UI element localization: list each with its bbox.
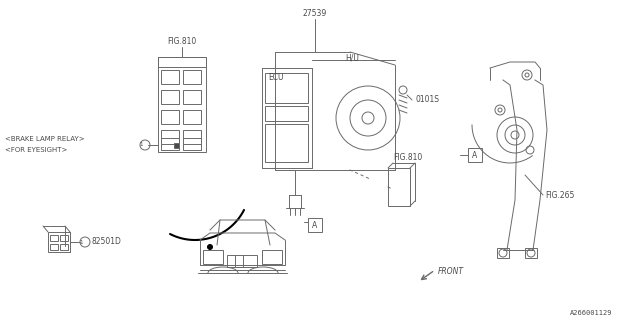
Bar <box>50 235 58 241</box>
Text: FIG.810: FIG.810 <box>168 37 196 46</box>
Text: FIG.265: FIG.265 <box>545 190 574 199</box>
Bar <box>161 90 179 104</box>
Bar <box>174 143 179 148</box>
Text: <FOR EYESIGHT>: <FOR EYESIGHT> <box>5 147 67 153</box>
Bar <box>48 232 70 252</box>
Bar <box>161 138 179 150</box>
Text: FIG.810: FIG.810 <box>393 154 422 163</box>
Bar <box>158 57 206 67</box>
Bar <box>265 124 308 162</box>
Bar <box>158 57 206 152</box>
Bar <box>50 244 58 250</box>
Text: <BRAKE LAMP RELAY>: <BRAKE LAMP RELAY> <box>5 136 84 142</box>
Text: A: A <box>312 220 317 229</box>
Text: H/U: H/U <box>345 53 359 62</box>
Bar <box>183 130 201 144</box>
Text: 1: 1 <box>140 142 143 148</box>
Bar <box>60 244 68 250</box>
Bar <box>497 248 509 258</box>
Text: 27539: 27539 <box>303 10 327 19</box>
Bar <box>183 90 201 104</box>
Bar <box>308 218 322 232</box>
Bar <box>227 255 257 267</box>
Text: ECU: ECU <box>268 74 284 83</box>
Bar <box>60 235 68 241</box>
Text: 1: 1 <box>79 239 83 244</box>
Bar <box>468 148 482 162</box>
Bar <box>183 70 201 84</box>
Bar <box>525 248 537 258</box>
Bar <box>161 110 179 124</box>
Bar <box>388 168 410 206</box>
Text: A: A <box>472 150 477 159</box>
Text: 82501D: 82501D <box>92 237 122 246</box>
Bar <box>183 138 201 150</box>
Circle shape <box>207 244 212 250</box>
Text: FRONT: FRONT <box>438 268 464 276</box>
Bar <box>183 110 201 124</box>
Text: A266001129: A266001129 <box>570 310 612 316</box>
Text: 0101S: 0101S <box>415 95 439 105</box>
Bar <box>265 73 308 103</box>
Bar <box>161 130 179 144</box>
Bar <box>262 250 282 264</box>
Bar <box>265 106 308 121</box>
Bar <box>161 70 179 84</box>
Bar <box>203 250 223 264</box>
